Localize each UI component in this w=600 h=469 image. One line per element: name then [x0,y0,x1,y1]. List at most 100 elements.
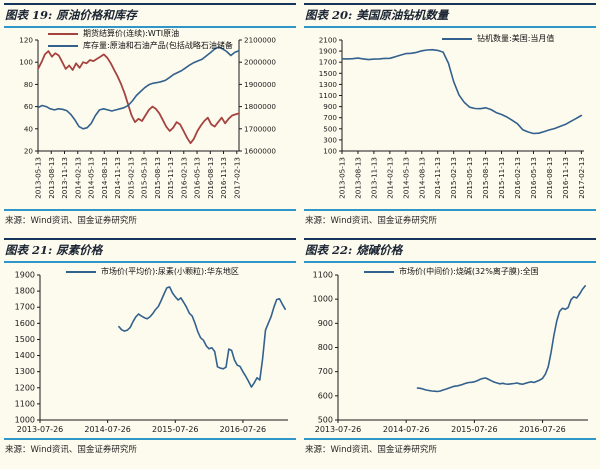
panel-header: 图表 22: 烧碱价格 [304,238,596,263]
panel-title: 图表 22: 烧碱价格 [305,243,403,257]
svg-text:2100000: 2100000 [244,36,276,45]
svg-text:1200: 1200 [15,383,35,392]
svg-text:2015-07-26: 2015-07-26 [451,425,498,434]
panel-title: 图表 20: 美国原油钻机数量 [305,8,449,22]
svg-text:1900000: 1900000 [244,80,276,89]
svg-text:1000: 1000 [313,295,333,304]
legend-label: 期货结算价(连续):WTI原油 [83,29,180,38]
svg-text:2016-05-13: 2016-05-13 [529,157,538,199]
chart-21-area: 市场价(平均价):尿素(小颗粒):华东地区 1000 1100 1200 1300 14… [4,265,296,437]
svg-text:1900: 1900 [15,271,35,280]
svg-text:700: 700 [318,367,333,376]
svg-text:2017-02-13: 2017-02-13 [232,157,241,199]
svg-text:2015-08-13: 2015-08-13 [481,157,490,199]
svg-text:2014-07-26: 2014-07-26 [84,425,131,434]
svg-text:800: 800 [318,343,333,352]
chart-19-area: 期货结算价(连续):WTI原油 库存量:原油和石油产品(包括战略石油储备 20 40… [4,28,296,208]
panel-header: 图表 19: 原油价格和库存 [4,3,296,28]
panel-caustic-soda-price: 图表 22: 烧碱价格 市场价(中间价):烧碱(32%离子膜):全国 500 60… [304,238,596,455]
svg-text:2016-11-13: 2016-11-13 [561,157,570,199]
chart-22-legend: 市场价(中间价):烧碱(32%离子膜):全国 [364,266,539,277]
svg-text:40: 40 [24,124,34,133]
legend-label: 市场价(中间价):烧碱(32%离子膜):全国 [399,267,539,276]
svg-text:1900: 1900 [319,47,338,56]
svg-text:2013-07-26: 2013-07-26 [17,425,64,434]
svg-text:2014-07-26: 2014-07-26 [383,425,430,434]
svg-text:2016-07-26: 2016-07-26 [220,425,267,434]
svg-text:1300: 1300 [319,80,338,89]
svg-text:1300: 1300 [15,367,35,376]
svg-text:2014-08-13: 2014-08-13 [417,157,426,199]
legend-item: 市场价(中间价):烧碱(32%离子膜):全国 [364,266,539,277]
svg-text:120: 120 [19,36,33,45]
svg-text:2014-11-13: 2014-11-13 [433,157,442,199]
svg-text:300: 300 [323,135,337,144]
svg-text:2013-05-13: 2013-05-13 [34,157,43,199]
legend-line-swatch [442,37,472,40]
svg-text:2013-08-13: 2013-08-13 [47,157,56,199]
svg-text:1400: 1400 [15,351,35,360]
svg-text:900: 900 [323,102,337,111]
svg-text:2100: 2100 [319,36,338,45]
svg-text:1500: 1500 [319,69,338,78]
legend-item: 市场价(平均价):尿素(小颗粒):华东地区 [66,266,239,277]
svg-text:1100: 1100 [313,271,333,280]
svg-text:100: 100 [19,58,33,67]
svg-text:600: 600 [318,391,333,400]
svg-text:2015-11-13: 2015-11-13 [497,157,506,199]
svg-text:2013-07-26: 2013-07-26 [315,425,362,434]
svg-text:1700: 1700 [15,303,35,312]
svg-text:2017-02-13: 2017-02-13 [577,157,586,199]
panel-crude-price-inventory: 图表 19: 原油价格和库存 期货结算价(连续):WTI原油 库存量:原油和石油产… [4,3,296,226]
source-note: 来源：Wind资讯、国金证券研究所 [4,209,296,226]
chart-19-legend: 期货结算价(连续):WTI原油 库存量:原油和石油产品(包括战略石油储备 [48,28,233,51]
svg-text:1100: 1100 [319,91,338,100]
panel-title: 图表 21: 尿素价格 [5,243,103,257]
chart-21-canvas: 1000 1100 1200 1300 1400 1500 1600 1700 1800 1900… [15,271,288,434]
legend-label: 钻机数量:美国:当月值 [477,34,555,43]
chart-22-area: 市场价(中间价):烧碱(32%离子膜):全国 500 600 700 800 900 10… [304,265,596,437]
svg-text:2014-02-13: 2014-02-13 [73,157,82,199]
svg-text:1800000: 1800000 [244,102,276,111]
legend-label: 市场价(平均价):尿素(小颗粒):华东地区 [101,267,239,276]
legend-line-swatch [48,32,78,35]
panel-header: 图表 21: 尿素价格 [4,238,296,263]
source-note: 来源：Wind资讯、国金证券研究所 [304,438,596,455]
svg-text:80: 80 [24,80,34,89]
panel-urea-price: 图表 21: 尿素价格 市场价(平均价):尿素(小颗粒):华东地区 1000 11… [4,238,296,455]
chart-19-canvas: 20 40 60 80 100 120 1600000 1700000 1800000 19000… [19,36,276,199]
svg-text:2014-02-13: 2014-02-13 [385,157,394,199]
svg-text:100: 100 [323,147,337,156]
svg-text:1000: 1000 [15,416,35,425]
svg-text:1700000: 1700000 [244,124,276,133]
svg-text:2013-05-13: 2013-05-13 [338,157,347,199]
svg-text:20: 20 [24,147,34,156]
panel-title: 图表 19: 原油价格和库存 [5,8,137,22]
svg-text:2015-05-13: 2015-05-13 [465,157,474,199]
svg-text:2014-11-13: 2014-11-13 [113,157,122,199]
chart-20-area: 钻机数量:美国:当月值 100 300 500 700 900 1100 1300 1500 1… [304,30,596,208]
svg-text:2015-02-13: 2015-02-13 [449,157,458,199]
svg-text:1700: 1700 [319,58,338,67]
svg-text:2016-02-13: 2016-02-13 [179,157,188,199]
legend-line-swatch [48,44,78,47]
svg-text:700: 700 [323,113,337,122]
svg-text:2016-07-26: 2016-07-26 [519,425,566,434]
report-chart-grid: 图表 19: 原油价格和库存 期货结算价(连续):WTI原油 库存量:原油和石油产… [4,3,596,455]
svg-text:2015-05-13: 2015-05-13 [140,157,149,199]
svg-text:2014-05-13: 2014-05-13 [401,157,410,199]
svg-text:1600000: 1600000 [244,147,276,156]
panel-header: 图表 20: 美国原油钻机数量 [304,3,596,28]
chart-21-legend: 市场价(平均价):尿素(小颗粒):华东地区 [66,266,239,277]
legend-item: 钻机数量:美国:当月值 [442,33,554,44]
svg-text:500: 500 [318,416,333,425]
source-note: 来源：Wind资讯、国金证券研究所 [304,209,596,226]
svg-text:2016-08-13: 2016-08-13 [206,157,215,199]
svg-text:2016-08-13: 2016-08-13 [545,157,554,199]
svg-text:2013-11-13: 2013-11-13 [369,157,378,199]
svg-text:1600: 1600 [15,319,35,328]
svg-text:60: 60 [24,102,34,111]
panel-us-rig-count: 图表 20: 美国原油钻机数量 钻机数量:美国:当月值 100 300 500 700… [304,3,596,226]
svg-text:2015-07-26: 2015-07-26 [152,425,199,434]
legend-line-swatch [364,270,394,273]
